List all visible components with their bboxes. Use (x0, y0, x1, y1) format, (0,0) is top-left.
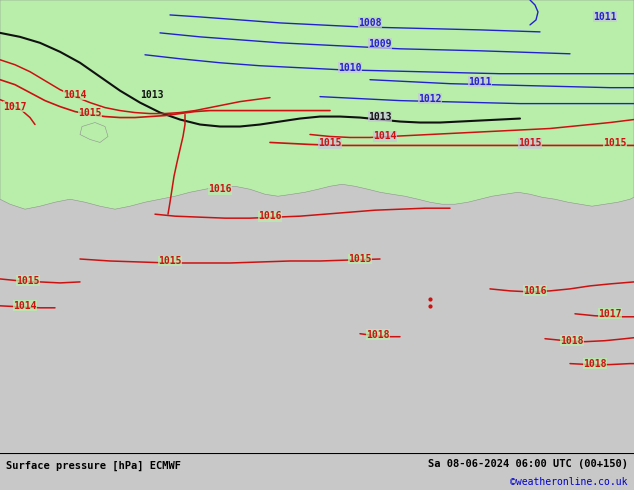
Polygon shape (50, 87, 78, 120)
Text: 1015: 1015 (318, 139, 342, 148)
Text: 1015: 1015 (16, 276, 40, 286)
Polygon shape (58, 40, 112, 107)
Text: 1016: 1016 (258, 211, 281, 221)
Text: 1016: 1016 (208, 184, 232, 194)
Text: 1015: 1015 (158, 256, 182, 266)
Polygon shape (80, 93, 122, 115)
Polygon shape (338, 30, 362, 65)
Polygon shape (0, 73, 45, 107)
Polygon shape (15, 0, 28, 13)
Polygon shape (276, 0, 332, 57)
Text: 1018: 1018 (366, 330, 390, 340)
Polygon shape (80, 122, 108, 143)
Polygon shape (498, 0, 572, 113)
Text: Surface pressure [hPa] ECMWF: Surface pressure [hPa] ECMWF (6, 461, 181, 471)
Text: 1015: 1015 (518, 139, 541, 148)
Polygon shape (530, 25, 548, 47)
Polygon shape (605, 0, 634, 30)
Text: 1014: 1014 (13, 301, 37, 311)
Polygon shape (0, 0, 634, 209)
Polygon shape (578, 0, 608, 42)
Text: 1017: 1017 (3, 101, 27, 112)
Text: 1015: 1015 (78, 108, 101, 118)
Polygon shape (548, 0, 582, 50)
Polygon shape (0, 0, 55, 87)
Text: 1011: 1011 (469, 76, 492, 87)
Polygon shape (340, 0, 358, 27)
Text: 1014: 1014 (63, 90, 87, 99)
Text: 1017: 1017 (598, 309, 622, 319)
Text: 1018: 1018 (583, 359, 607, 368)
Text: 1015: 1015 (603, 139, 627, 148)
Text: ©weatheronline.co.uk: ©weatheronline.co.uk (510, 477, 628, 487)
Text: 1014: 1014 (373, 131, 397, 142)
Text: 1008: 1008 (358, 18, 382, 28)
Text: 1016: 1016 (523, 286, 547, 296)
Text: 1018: 1018 (560, 336, 584, 345)
Text: 1013: 1013 (368, 112, 392, 122)
Text: 1012: 1012 (418, 94, 442, 103)
Text: 1010: 1010 (339, 63, 362, 73)
Text: Sa 08-06-2024 06:00 UTC (00+150): Sa 08-06-2024 06:00 UTC (00+150) (428, 459, 628, 468)
Text: 1015: 1015 (348, 254, 372, 264)
Text: 1011: 1011 (593, 12, 617, 22)
Text: 1013: 1013 (140, 90, 164, 99)
Text: 1009: 1009 (368, 39, 392, 49)
Polygon shape (600, 37, 634, 72)
Polygon shape (45, 0, 120, 65)
Polygon shape (0, 0, 10, 15)
